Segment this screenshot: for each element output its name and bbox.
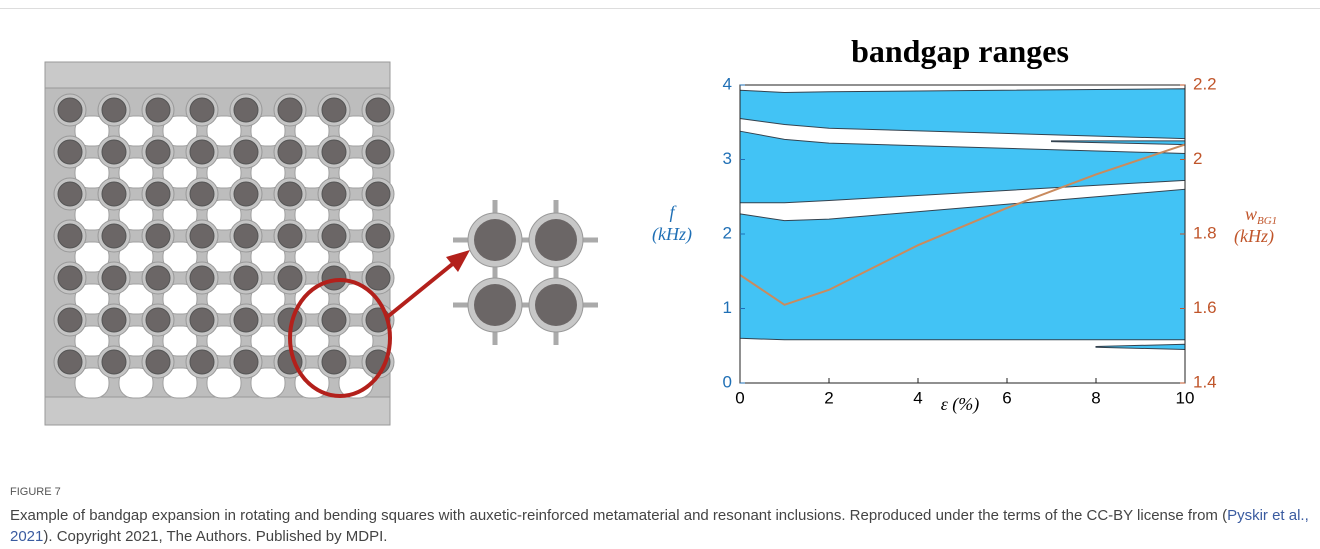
y-tick-label: 4: [723, 74, 732, 93]
inclusion: [102, 224, 126, 248]
inclusion: [102, 350, 126, 374]
y-label-symbol: f: [669, 202, 677, 222]
inclusion: [322, 350, 346, 374]
y2-tick-label: 1.8: [1193, 223, 1217, 242]
inclusion: [58, 350, 82, 374]
lattice-drawing: [45, 62, 598, 425]
inclusion: [234, 224, 258, 248]
y2-axis-label: wBG1 (kHz): [1234, 204, 1277, 247]
y2-label-symbol: wBG1: [1245, 204, 1277, 227]
inclusion: [535, 219, 577, 261]
chart-title: bandgap ranges: [851, 33, 1069, 69]
x-tick-label: 4: [913, 388, 922, 407]
y-label-unit: (kHz): [652, 224, 692, 245]
inclusion: [278, 266, 302, 290]
inclusion: [474, 219, 516, 261]
figure-label: FIGURE 7: [10, 482, 1310, 503]
inclusion: [322, 182, 346, 206]
inclusion: [234, 98, 258, 122]
inclusion: [58, 266, 82, 290]
inclusion: [190, 266, 214, 290]
inclusion: [366, 140, 390, 164]
inclusion: [322, 140, 346, 164]
inclusion: [146, 308, 170, 332]
inclusion: [58, 224, 82, 248]
inclusion: [102, 308, 126, 332]
y2-tick-label: 2.2: [1193, 74, 1217, 93]
inclusion: [102, 182, 126, 206]
y-tick-label: 3: [723, 149, 732, 168]
y-tick-label: 2: [723, 223, 732, 242]
x-axis-label: ε (%): [941, 394, 980, 415]
inclusion: [234, 140, 258, 164]
inclusion: [322, 266, 346, 290]
caption: FIGURE 7 Example of bandgap expansion in…: [10, 482, 1310, 547]
inclusion: [146, 266, 170, 290]
x-tick-label: 0: [735, 388, 744, 407]
y2-label-w: w: [1245, 204, 1257, 224]
y2-label-unit: (kHz): [1234, 226, 1274, 247]
inclusion: [190, 350, 214, 374]
y2-tick-label: 2: [1193, 149, 1202, 168]
inclusion: [102, 266, 126, 290]
inclusion: [190, 224, 214, 248]
inclusion: [366, 224, 390, 248]
y-axis-label: f (kHz): [652, 202, 692, 245]
inclusion: [322, 224, 346, 248]
inclusion: [366, 98, 390, 122]
plot: 0 2 4 6 8 10 0 1 2 3 4 1.4 1.6 1.8 2 2.2: [723, 74, 1217, 407]
inclusion: [366, 182, 390, 206]
inclusion: [278, 182, 302, 206]
inclusion: [535, 284, 577, 326]
inclusion: [146, 98, 170, 122]
inclusion: [146, 350, 170, 374]
inclusion: [278, 224, 302, 248]
inclusion: [190, 308, 214, 332]
inclusion: [234, 308, 258, 332]
bottom-plate: [45, 397, 390, 425]
x-tick-label: 6: [1002, 388, 1011, 407]
arrow: [386, 262, 455, 318]
inclusion: [102, 140, 126, 164]
inclusion: [58, 140, 82, 164]
inclusion: [322, 308, 346, 332]
y2-tick-label: 1.6: [1193, 298, 1217, 317]
y-tick-label: 1: [723, 298, 732, 317]
inclusion: [58, 98, 82, 122]
inclusion: [190, 140, 214, 164]
inclusion: [146, 140, 170, 164]
y-tick-label: 0: [723, 372, 732, 391]
caption-text: ). Copyright 2021, The Authors. Publishe…: [43, 528, 387, 545]
inclusion: [366, 266, 390, 290]
inclusion: [190, 182, 214, 206]
inclusion: [234, 350, 258, 374]
inclusion: [474, 284, 516, 326]
inclusion: [58, 308, 82, 332]
inclusion: [58, 182, 82, 206]
inclusion: [190, 98, 214, 122]
inclusion: [278, 98, 302, 122]
inclusion: [234, 266, 258, 290]
inclusion: [322, 98, 346, 122]
figure: bandgap ranges ε (%) f (kHz) wBG1 (kHz) …: [0, 0, 1320, 470]
x-tick-label: 10: [1176, 388, 1195, 407]
inclusion: [102, 98, 126, 122]
x-tick-label: 2: [824, 388, 833, 407]
top-plate: [45, 62, 390, 88]
x-tick-label: 8: [1091, 388, 1100, 407]
caption-text: Example of bandgap expansion in rotating…: [10, 507, 1227, 524]
inclusion: [146, 224, 170, 248]
y2-tick-label: 1.4: [1193, 372, 1217, 391]
page: bandgap ranges ε (%) f (kHz) wBG1 (kHz) …: [0, 0, 1320, 549]
inclusion: [146, 182, 170, 206]
inclusion: [278, 140, 302, 164]
inclusion: [234, 182, 258, 206]
